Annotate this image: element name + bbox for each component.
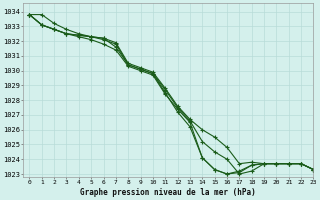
X-axis label: Graphe pression niveau de la mer (hPa): Graphe pression niveau de la mer (hPa)	[81, 188, 256, 197]
